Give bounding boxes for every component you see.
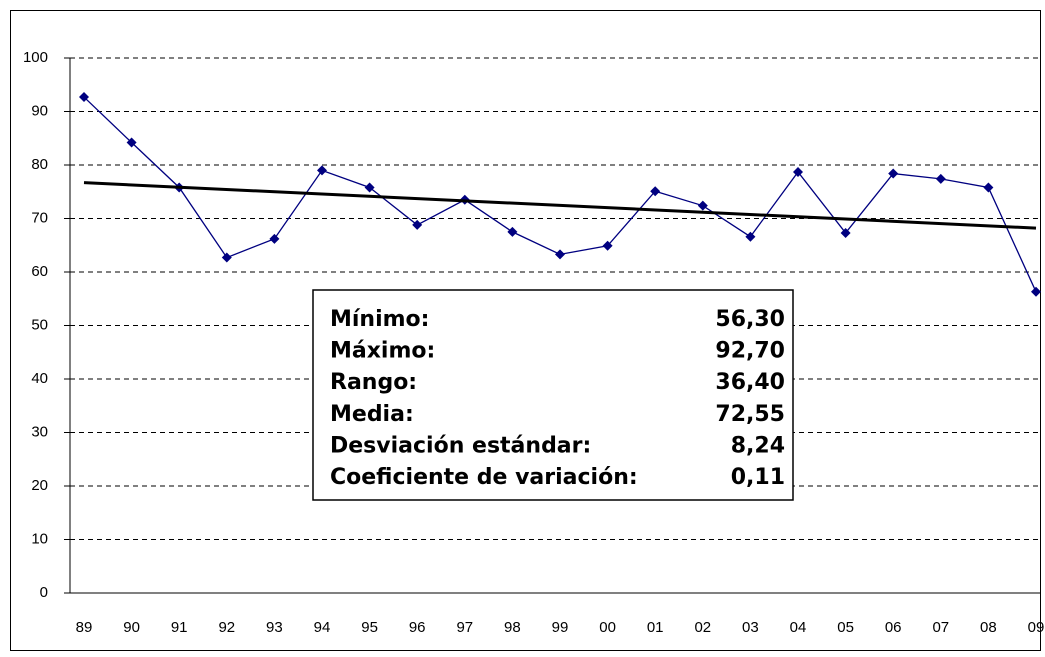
data-point [126, 137, 137, 148]
y-tick-label: 40 [31, 370, 48, 387]
x-tick-label: 04 [790, 619, 807, 636]
stat-label: Máximo: [330, 339, 435, 364]
x-tick-label: 97 [456, 619, 473, 636]
data-point [983, 182, 994, 193]
stat-value: 72,55 [715, 402, 785, 427]
stat-value: 92,70 [715, 339, 785, 364]
stat-label: Rango: [330, 370, 417, 395]
stat-label: Mínimo: [330, 307, 429, 332]
stats-box [312, 289, 794, 501]
x-tick-label: 90 [123, 619, 140, 636]
x-tick-label: 07 [932, 619, 949, 636]
stat-value: 8,24 [731, 433, 785, 458]
trend-line [83, 181, 1037, 230]
data-point [602, 240, 613, 251]
x-tick-label: 96 [409, 619, 426, 636]
y-tick-label: 80 [31, 156, 48, 173]
y-tick-label: 100 [23, 49, 48, 66]
data-point [1031, 286, 1041, 297]
data-point [745, 231, 756, 242]
x-tick-label: 94 [314, 619, 331, 636]
data-point [221, 252, 232, 263]
y-tick-label: 0 [40, 584, 48, 601]
y-tick-label: 20 [31, 477, 48, 494]
data-point [507, 226, 518, 237]
x-tick-label: 00 [599, 619, 616, 636]
data-point [840, 227, 851, 238]
data-point [697, 200, 708, 211]
data-point [269, 233, 280, 244]
x-tick-label: 91 [171, 619, 188, 636]
data-point [650, 186, 661, 197]
y-tick-label: 10 [31, 530, 48, 547]
data-point [79, 92, 89, 103]
data-point [888, 168, 899, 179]
x-tick-label: 95 [361, 619, 378, 636]
data-point [555, 249, 565, 260]
stat-label: Media: [330, 402, 414, 427]
stat-value: 0,11 [731, 465, 785, 490]
stat-value: 36,40 [715, 370, 785, 395]
stat-value: 56,30 [715, 307, 785, 332]
x-tick-label: 01 [647, 619, 664, 636]
x-tick-label: 92 [218, 619, 235, 636]
x-tick-label: 06 [885, 619, 902, 636]
x-tick-label: 09 [1028, 619, 1045, 636]
x-tick-label: 03 [742, 619, 759, 636]
y-tick-label: 30 [31, 423, 48, 440]
x-tick-label: 05 [837, 619, 854, 636]
x-tick-label: 89 [76, 619, 93, 636]
y-tick-label: 50 [31, 316, 48, 333]
data-point [364, 182, 375, 193]
stat-label: Coeficiente de variación: [330, 465, 638, 490]
data-point [935, 173, 946, 184]
data-point [317, 165, 327, 176]
data-point [793, 166, 803, 177]
x-tick-label: 93 [266, 619, 283, 636]
x-tick-label: 99 [552, 619, 569, 636]
y-tick-label: 70 [31, 209, 48, 226]
stat-label: Desviación estándar: [330, 433, 591, 458]
x-tick-label: 02 [694, 619, 711, 636]
x-tick-label: 08 [980, 619, 997, 636]
y-tick-label: 90 [31, 102, 48, 119]
y-tick-label: 60 [31, 263, 48, 280]
data-point [412, 219, 423, 230]
x-tick-label: 98 [504, 619, 521, 636]
